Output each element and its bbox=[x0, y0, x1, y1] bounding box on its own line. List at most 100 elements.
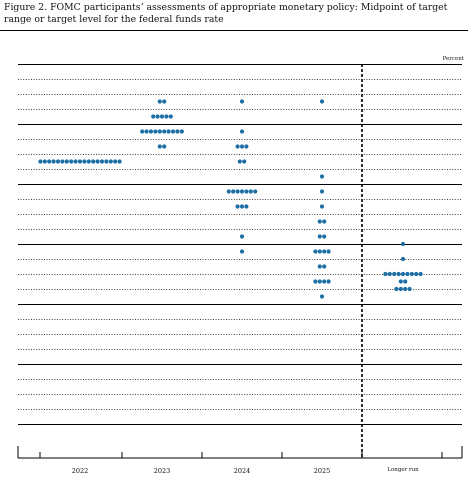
data-point bbox=[239, 234, 245, 239]
data-point bbox=[38, 159, 43, 164]
data-point bbox=[387, 271, 392, 277]
data-point bbox=[77, 159, 83, 164]
data-point bbox=[64, 159, 69, 164]
data-point bbox=[157, 144, 162, 149]
data-point bbox=[317, 234, 322, 239]
data-point bbox=[95, 159, 100, 164]
data-point bbox=[326, 279, 331, 284]
data-point bbox=[319, 294, 325, 299]
data-point bbox=[51, 159, 56, 164]
data-point bbox=[69, 159, 74, 164]
data-point bbox=[157, 129, 162, 134]
data-point bbox=[235, 204, 240, 209]
x-tick-label: Longer run bbox=[387, 467, 419, 473]
data-point bbox=[153, 129, 158, 134]
data-point bbox=[73, 159, 78, 164]
data-point bbox=[108, 159, 113, 164]
data-point bbox=[235, 144, 240, 149]
data-point bbox=[244, 144, 249, 149]
data-point bbox=[403, 279, 408, 284]
data-point bbox=[322, 249, 327, 254]
data-point bbox=[231, 189, 236, 194]
data-point bbox=[244, 189, 249, 194]
data-point bbox=[91, 159, 96, 164]
data-point bbox=[322, 279, 327, 284]
x-tick-label: 2023 bbox=[154, 467, 171, 475]
data-point bbox=[239, 129, 245, 134]
data-point bbox=[383, 271, 388, 277]
data-point bbox=[226, 189, 231, 194]
data-point bbox=[326, 249, 331, 254]
data-point bbox=[113, 159, 118, 164]
data-point bbox=[170, 129, 176, 134]
data-point bbox=[166, 129, 171, 134]
data-point bbox=[239, 249, 245, 254]
data-point bbox=[239, 144, 245, 149]
data-point bbox=[322, 264, 327, 269]
data-point bbox=[319, 99, 325, 104]
data-point bbox=[157, 99, 162, 104]
data-point bbox=[179, 129, 184, 134]
data-point bbox=[400, 241, 406, 247]
data-point bbox=[253, 189, 258, 194]
data-point bbox=[317, 249, 322, 254]
data-point bbox=[392, 271, 397, 277]
data-point bbox=[168, 114, 173, 119]
data-point bbox=[162, 99, 167, 104]
data-point bbox=[319, 174, 325, 179]
data-point bbox=[42, 159, 47, 164]
y-axis-label: Percent bbox=[443, 56, 465, 62]
data-point bbox=[237, 159, 242, 164]
data-point bbox=[398, 279, 403, 284]
data-point bbox=[239, 99, 245, 104]
data-point bbox=[313, 279, 318, 284]
data-point bbox=[319, 189, 325, 194]
data-point bbox=[239, 189, 245, 194]
data-point bbox=[82, 159, 87, 164]
data-point bbox=[155, 114, 160, 119]
data-point bbox=[99, 159, 105, 164]
data-point bbox=[317, 219, 322, 224]
data-point bbox=[244, 204, 249, 209]
data-point bbox=[235, 189, 240, 194]
data-point bbox=[164, 114, 169, 119]
data-point bbox=[162, 144, 167, 149]
title-rule bbox=[0, 30, 468, 31]
data-point bbox=[104, 159, 109, 164]
data-point bbox=[117, 159, 122, 164]
data-point bbox=[242, 159, 247, 164]
data-point bbox=[47, 159, 52, 164]
data-point bbox=[248, 189, 253, 194]
data-point bbox=[162, 129, 167, 134]
data-point bbox=[140, 129, 145, 134]
data-point bbox=[317, 279, 322, 284]
data-point bbox=[418, 271, 423, 277]
data-point bbox=[396, 271, 401, 277]
data-point bbox=[60, 159, 65, 164]
data-point bbox=[409, 271, 414, 277]
data-point bbox=[317, 264, 322, 269]
data-point bbox=[400, 271, 406, 277]
data-point bbox=[239, 204, 245, 209]
figure-title: Figure 2. FOMC participants’ assessments… bbox=[4, 2, 448, 25]
x-tick-label: 2025 bbox=[314, 467, 331, 475]
data-point bbox=[151, 114, 156, 119]
data-point bbox=[322, 234, 327, 239]
data-point bbox=[394, 286, 399, 292]
data-point bbox=[398, 286, 403, 292]
data-point bbox=[159, 114, 165, 119]
x-tick-label: 2024 bbox=[234, 467, 251, 475]
data-point bbox=[322, 219, 327, 224]
data-point bbox=[144, 129, 149, 134]
data-point bbox=[148, 129, 154, 134]
x-tick-label: 2022 bbox=[72, 467, 89, 475]
data-point bbox=[55, 159, 61, 164]
data-point bbox=[403, 286, 408, 292]
data-point bbox=[414, 271, 419, 277]
data-point bbox=[400, 256, 406, 262]
data-point bbox=[86, 159, 91, 164]
data-point bbox=[319, 204, 325, 209]
data-point bbox=[405, 271, 410, 277]
data-point bbox=[407, 286, 412, 292]
